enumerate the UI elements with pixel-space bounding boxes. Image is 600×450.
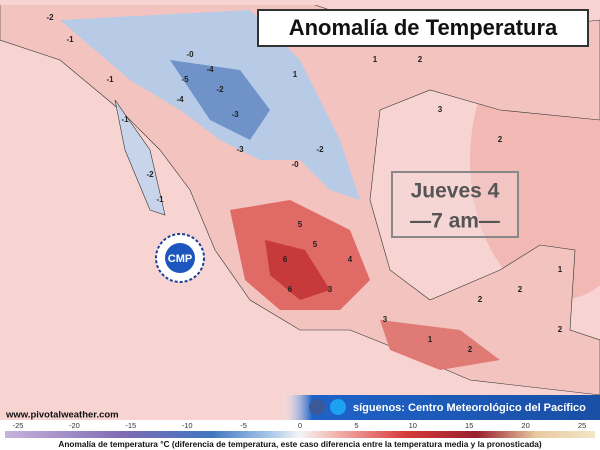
map-label: 5 xyxy=(313,240,318,249)
land xyxy=(0,0,600,396)
map-label: 5 xyxy=(298,220,303,229)
map-label: -1 xyxy=(106,75,114,84)
map-label: 1 xyxy=(293,70,298,79)
day: Jueves 4 xyxy=(411,180,500,203)
map-label: 6 xyxy=(283,255,288,264)
edge xyxy=(0,0,600,5)
twitter-icon xyxy=(330,399,346,415)
map-label: 1 xyxy=(428,335,433,344)
map-label: 6 xyxy=(288,285,293,294)
colorbar-tick-label: 15 xyxy=(465,421,473,430)
map-label: 3 xyxy=(383,315,388,324)
map-label: 1 xyxy=(558,265,563,274)
colorbar-tick-label: 20 xyxy=(521,421,529,430)
colorbar-tick-label: -10 xyxy=(182,421,193,430)
map-label: -1 xyxy=(121,115,129,124)
colorbar-tick-label: -5 xyxy=(240,421,247,430)
warm-south xyxy=(380,320,500,370)
map-label: -2 xyxy=(216,85,224,94)
colorbar-caption: Anomalía de temperatura °C (diferencia d… xyxy=(58,439,542,449)
colorbar-tick-label: -20 xyxy=(69,421,80,430)
warm-core xyxy=(265,240,330,300)
map-label: -4 xyxy=(206,65,214,74)
colorbar-tick-label: -25 xyxy=(13,421,24,430)
colorbar xyxy=(5,431,595,438)
map-label: 2 xyxy=(498,135,503,144)
title-box xyxy=(257,9,589,47)
colorbar-tick-label: -15 xyxy=(125,421,136,430)
colorbar-tick-label: 10 xyxy=(409,421,417,430)
social-text: síguenos: Centro Meteorológico del Pacíf… xyxy=(353,402,586,414)
baja-california xyxy=(114,99,166,216)
map-label: -0 xyxy=(291,160,299,169)
map-label: -3 xyxy=(236,145,244,154)
map-label: -5 xyxy=(181,75,189,84)
colorbar-tick-label: 0 xyxy=(298,421,302,430)
map-label: -0 xyxy=(186,50,194,59)
map-label: -1 xyxy=(156,195,164,204)
colorbar-tick-label: 25 xyxy=(578,421,586,430)
cold-core xyxy=(170,60,270,140)
map-label: -4 xyxy=(176,95,184,104)
map-label: 2 xyxy=(558,325,563,334)
map-label: -3 xyxy=(231,110,239,119)
map-label: 4 xyxy=(348,255,353,264)
source: www.pivotalweather.com xyxy=(5,410,119,421)
map-label: -2 xyxy=(316,145,324,154)
map-label: 2 xyxy=(478,295,483,304)
map-label: -2 xyxy=(46,13,54,22)
map-label: -2 xyxy=(146,170,154,179)
map-label: 3 xyxy=(328,285,333,294)
colorbar-tick-label: 5 xyxy=(354,421,358,430)
logo-disc xyxy=(165,243,195,273)
map-label: 3 xyxy=(438,105,443,114)
map-label: 2 xyxy=(518,285,523,294)
map-label: 2 xyxy=(468,345,473,354)
logo-text: CMP xyxy=(168,253,192,265)
time-box xyxy=(391,171,519,238)
facebook-icon xyxy=(309,399,325,415)
map-label: 1 xyxy=(373,55,378,64)
map-label: 2 xyxy=(418,55,423,64)
time: —7 am— xyxy=(410,210,500,233)
map-label: -1 xyxy=(66,35,74,44)
title: Anomalía de Temperatura xyxy=(289,15,558,40)
